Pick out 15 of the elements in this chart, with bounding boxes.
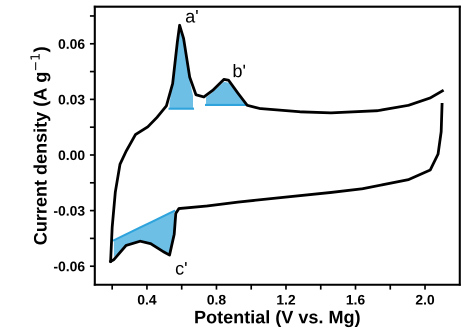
x-tick-label: 1.2 <box>277 294 296 305</box>
x-axis-title: Potential (V vs. Mg) <box>195 310 360 328</box>
y-tick-label: 0.00 <box>58 150 85 160</box>
y-tick-label: -0.03 <box>54 206 85 216</box>
y-tick-label: 0.03 <box>58 94 85 105</box>
y-tick-label: -0.06 <box>54 262 85 272</box>
annotation: b' <box>234 64 246 78</box>
annotation: c' <box>176 262 187 275</box>
y-tick-label: 0.06 <box>58 39 85 49</box>
annotation: a' <box>186 10 198 23</box>
x-tick-label: 2.0 <box>416 294 434 305</box>
x-tick-label: 0.8 <box>207 294 226 305</box>
x-tick-label: 1.6 <box>346 294 365 305</box>
x-tick-label: 0.4 <box>138 294 157 305</box>
y-axis-title: Current density (A g$^{−1}$) <box>30 47 50 244</box>
